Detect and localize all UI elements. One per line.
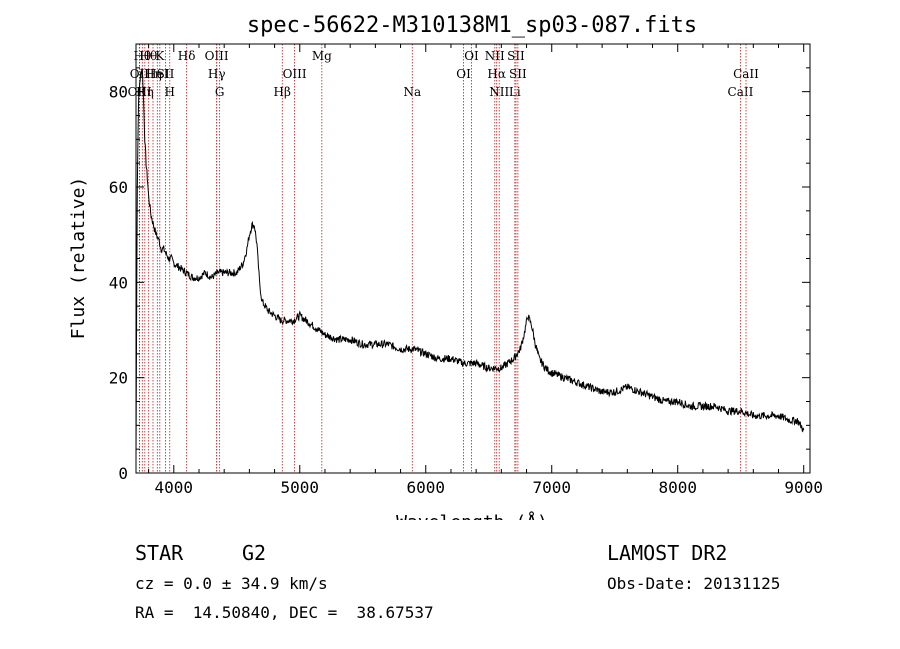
x-tick-label: 9000 [784,478,823,497]
line-marker-label: SII [157,67,175,81]
y-tick-label: 0 [118,464,128,483]
survey-name: LAMOST DR2 [607,541,728,565]
line-marker-label: K [155,49,165,63]
line-marker-label: Na [403,85,421,99]
line-marker-label: OI [464,49,479,63]
x-axis-label: Wavelength (Å) [396,511,548,520]
y-tick-label: 40 [109,273,128,292]
x-tick-label: 4000 [155,478,194,497]
coordinates-text: RA = 14.50840, DEC = 38.67537 [135,603,434,622]
chart-title: spec-56622-M310138M1_sp03-087.fits [247,13,697,38]
x-tick-label: 5000 [281,478,320,497]
line-marker-label: SII [507,49,525,63]
line-marker-label: Hδ [178,49,196,63]
observation-date: Obs-Date: 20131125 [607,574,781,593]
line-marker-label: NII [489,85,509,99]
line-marker-label: H [165,85,175,99]
line-marker-label: G [215,85,225,99]
x-tick-label: 8000 [658,478,697,497]
line-marker-label: OIII [283,67,307,81]
line-marker-label: Hβ [274,85,291,99]
y-axis-label: Flux (relative) [68,177,89,340]
line-marker-label: CaII [728,85,754,99]
line-marker-label: Li [509,85,521,99]
line-marker-label: Mg [312,49,332,63]
line-marker-label: Hη [136,85,154,99]
object-class: STAR [135,541,184,565]
line-marker-label: Hγ [208,67,226,81]
x-tick-label: 6000 [406,478,445,497]
axis-ticks: 4000 5000 6000 7000 8000 9000 0 20 40 60 80 [109,44,823,497]
line-marker-label: NII [485,49,505,63]
redshift-text: cz = 0.0 ± 34.9 km/s [135,574,328,593]
object-subclass: G2 [242,541,267,565]
y-tick-label: 60 [109,178,128,197]
x-tick-label: 7000 [532,478,571,497]
line-marker-label: Hα [487,67,506,81]
y-tick-label: 80 [109,83,128,102]
line-marker-label: OI [456,67,471,81]
line-marker-label: Hθ [133,49,151,63]
line-marker-label: SII [509,67,527,81]
y-tick-label: 20 [109,369,128,388]
line-marker-label: CaII [733,67,759,81]
line-marker-label: HeI [146,67,169,81]
spectrum-series [135,68,805,459]
spectrum-chart: spec-56622-M310138M1_sp03-087.fits OIIOI… [68,13,823,520]
spectrum-line [135,68,805,459]
